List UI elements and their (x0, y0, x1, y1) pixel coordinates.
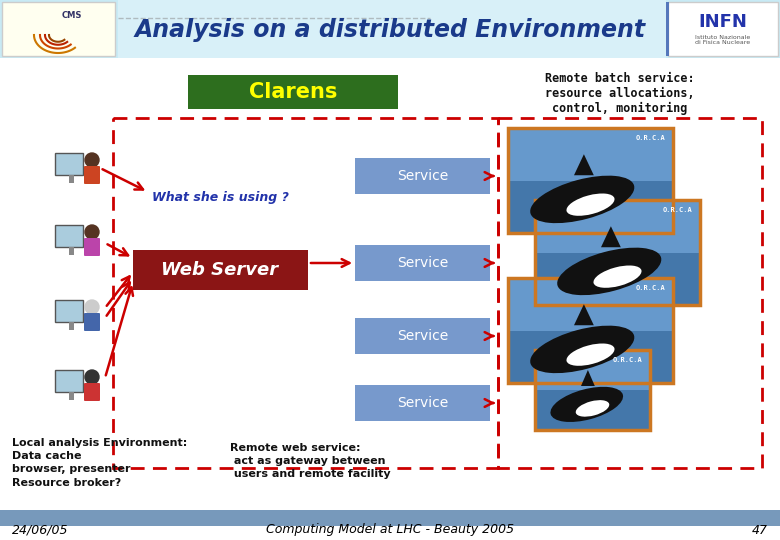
Bar (55, 225, 83, 247)
Ellipse shape (566, 343, 615, 366)
Bar (355, 385, 490, 421)
Bar (0, 0, 780, 58)
Bar (535, 253, 700, 305)
Ellipse shape (530, 176, 634, 223)
Polygon shape (574, 304, 594, 325)
Circle shape (85, 153, 99, 167)
Bar (133, 250, 308, 290)
Bar (666, 2, 669, 56)
Bar (2, 2, 115, 56)
Bar (508, 330, 673, 383)
Text: Analysis on a distributed Environment: Analysis on a distributed Environment (134, 18, 646, 42)
FancyBboxPatch shape (84, 313, 100, 331)
Bar (55, 300, 83, 322)
Text: Remote batch service:: Remote batch service: (545, 72, 695, 85)
Text: control, monitoring: control, monitoring (552, 102, 688, 115)
Text: Service: Service (397, 256, 448, 270)
Bar (113, 118, 498, 468)
Polygon shape (601, 226, 621, 247)
Circle shape (85, 225, 99, 239)
Bar (118, 0, 666, 58)
Text: Service: Service (397, 169, 448, 183)
Bar (508, 180, 673, 233)
Bar (508, 128, 673, 180)
Ellipse shape (557, 248, 661, 295)
Text: Local analysis Environment:
Data cache
browser, presenter
Resource broker?: Local analysis Environment: Data cache b… (12, 438, 187, 488)
Bar (535, 350, 650, 430)
Bar (535, 200, 700, 305)
Bar (508, 128, 673, 233)
Bar (188, 75, 398, 109)
Polygon shape (574, 154, 594, 176)
Bar (69, 322, 74, 330)
Bar (55, 153, 83, 175)
Text: 24/06/05: 24/06/05 (12, 523, 69, 537)
Bar (355, 245, 490, 281)
Bar (0, 510, 780, 526)
Bar (69, 392, 74, 400)
Ellipse shape (530, 326, 634, 373)
Text: Istituto Nazionale
di Fisica Nucleare: Istituto Nazionale di Fisica Nucleare (696, 35, 750, 45)
Circle shape (85, 300, 99, 314)
Bar (69, 247, 74, 255)
FancyBboxPatch shape (84, 238, 100, 256)
Bar (498, 118, 762, 468)
Ellipse shape (576, 400, 609, 417)
Bar (69, 175, 74, 183)
Bar (535, 200, 700, 253)
Bar (535, 390, 650, 430)
Text: act as gateway between: act as gateway between (230, 456, 385, 466)
Text: users and remote facility: users and remote facility (230, 469, 391, 479)
Ellipse shape (566, 193, 615, 216)
Text: Computing Model at LHC - Beauty 2005: Computing Model at LHC - Beauty 2005 (266, 523, 514, 537)
Text: O.R.C.A: O.R.C.A (662, 207, 692, 213)
Bar (508, 278, 673, 330)
Bar (668, 2, 778, 56)
Bar (355, 158, 490, 194)
Text: O.R.C.A: O.R.C.A (635, 135, 665, 141)
Bar (355, 318, 490, 354)
Text: CMS: CMS (62, 10, 82, 19)
Text: resource allocations,: resource allocations, (545, 87, 695, 100)
Bar (55, 370, 83, 392)
FancyBboxPatch shape (84, 383, 100, 401)
Text: Remote web service:: Remote web service: (230, 443, 360, 453)
FancyBboxPatch shape (84, 166, 100, 184)
Ellipse shape (594, 266, 641, 288)
Text: Clarens: Clarens (249, 82, 337, 102)
Bar (508, 278, 673, 383)
Ellipse shape (551, 387, 623, 422)
Text: INFN: INFN (699, 13, 747, 31)
Text: 47: 47 (752, 523, 768, 537)
Text: What she is using ?: What she is using ? (152, 192, 289, 205)
Text: O.R.C.A: O.R.C.A (612, 357, 642, 363)
Text: Web Server: Web Server (161, 261, 278, 279)
Bar (535, 350, 650, 390)
Circle shape (85, 370, 99, 384)
Text: Service: Service (397, 396, 448, 410)
Text: O.R.C.A: O.R.C.A (635, 285, 665, 291)
Text: Service: Service (397, 329, 448, 343)
Polygon shape (581, 370, 595, 386)
